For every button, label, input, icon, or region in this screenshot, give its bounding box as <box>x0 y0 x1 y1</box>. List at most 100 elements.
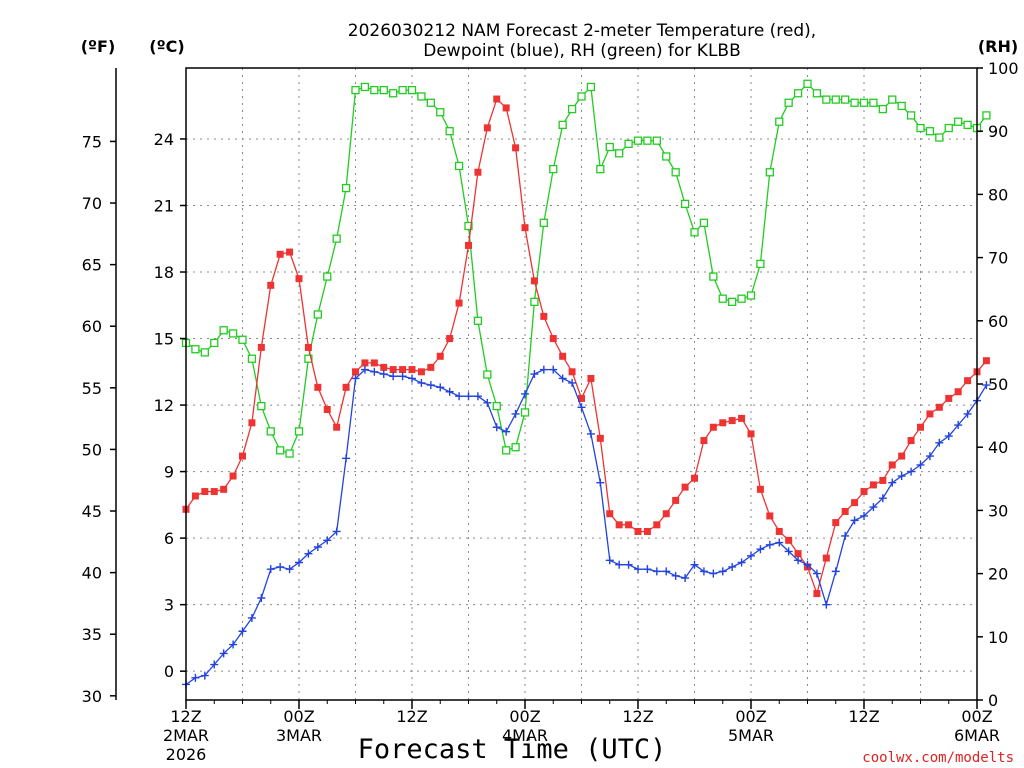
x-tick-date-label: 6MAR <box>954 726 1000 745</box>
rh-point <box>210 338 219 348</box>
dewpoint-point <box>850 516 859 525</box>
temperature-point <box>822 554 830 562</box>
rh-point <box>888 95 897 104</box>
rh-point <box>436 108 445 117</box>
fahrenheit-tick-label: 40 <box>82 564 102 583</box>
x-tick-label: 12Z <box>848 707 879 726</box>
dewpoint-point <box>502 427 511 436</box>
dewpoint-point <box>436 383 445 392</box>
temperature-point <box>399 366 407 374</box>
rh-point <box>859 98 869 107</box>
x-tick-year-label: 2026 <box>166 745 207 764</box>
temperature-point <box>681 483 689 491</box>
temperature-point <box>634 527 642 535</box>
rh-point <box>935 133 944 142</box>
celsius-tick-label: 3 <box>164 596 174 615</box>
temperature-point <box>417 368 425 376</box>
celsius-tick-label: 15 <box>154 330 174 349</box>
rh-point <box>916 123 925 133</box>
temperature-point <box>738 414 746 422</box>
temperature-point <box>709 423 717 431</box>
dewpoint-point <box>464 392 473 401</box>
dewpoint-point <box>257 593 266 602</box>
x-tick-label: 00Z <box>509 707 540 726</box>
dewpoint-point <box>191 673 200 682</box>
rh-point <box>577 92 586 101</box>
rh-point <box>511 443 520 452</box>
dewpoint-point <box>718 567 727 576</box>
fahrenheit-tick-label: 45 <box>82 502 102 521</box>
dewpoint-point <box>342 454 351 463</box>
rh-point <box>454 161 464 171</box>
temperature-point <box>615 521 623 529</box>
rh-point <box>906 111 916 120</box>
dewpoint-point <box>445 387 454 396</box>
rh-point <box>718 294 727 303</box>
rh-point <box>539 218 548 227</box>
fahrenheit-tick-label: 50 <box>82 440 102 459</box>
rh-point <box>615 149 624 158</box>
fahrenheit-tick-label: 70 <box>82 194 102 213</box>
temperature-point <box>361 359 369 367</box>
dewpoint-point <box>860 511 868 520</box>
celsius-tick-label: 9 <box>164 463 174 482</box>
dewpoint-point <box>803 560 812 569</box>
temperature-point <box>662 510 670 518</box>
rh-point <box>775 117 784 126</box>
temperature-point <box>220 485 228 493</box>
temperature-point <box>700 437 708 445</box>
x-tick-date-label: 2MAR <box>163 726 209 745</box>
temperature-point <box>352 368 359 376</box>
temperature-point <box>756 485 764 493</box>
dewpoint-point <box>473 392 482 401</box>
rh-point <box>803 79 812 88</box>
dewpoint-point <box>775 538 784 547</box>
dewpoint-point <box>605 556 614 565</box>
rh-point <box>728 297 737 306</box>
dewpoint-point <box>389 372 398 381</box>
celsius-tick-label: 6 <box>164 529 174 548</box>
dewpoint-point <box>888 478 897 487</box>
rh-point <box>341 183 351 193</box>
rh-tick-label: 20 <box>988 565 1008 584</box>
rh-point <box>200 348 209 357</box>
temperature-point <box>625 521 633 529</box>
dewpoint-point <box>982 381 991 390</box>
series-rh <box>181 79 991 458</box>
rh-point <box>285 449 294 458</box>
temperature-point <box>728 417 736 425</box>
temperature-point <box>380 363 388 371</box>
dewpoint-point <box>690 560 699 569</box>
fahrenheit-tick-label: 55 <box>82 379 102 398</box>
temperature-point <box>653 521 661 529</box>
dewpoint-point <box>304 549 313 558</box>
temperature-point <box>775 527 783 535</box>
temperature-point <box>869 481 877 489</box>
temperature-point <box>530 277 538 285</box>
temperature-point <box>267 281 275 289</box>
dewpoint-point <box>549 365 558 374</box>
temperature-point <box>304 343 312 351</box>
rh-tick-label: 60 <box>988 312 1008 331</box>
dewpoint-point <box>634 565 642 574</box>
rh-axis-unit: (RH) <box>978 37 1018 56</box>
rh-point <box>709 272 718 281</box>
temperature-point <box>229 472 237 480</box>
rh-point <box>407 85 417 95</box>
dewpoint-point <box>812 569 821 578</box>
temperature-point <box>587 374 595 382</box>
dewpoint-point <box>568 378 577 387</box>
dewpoint-point <box>643 565 652 574</box>
temperature-point <box>982 357 990 365</box>
rh-point <box>878 104 887 114</box>
rh-tick-label: 30 <box>988 501 1008 520</box>
dewpoint-point <box>295 558 303 567</box>
temperature-point <box>964 377 972 385</box>
dewpoint-point <box>577 403 586 412</box>
dewpoint-point <box>408 374 416 383</box>
dewpoint-point <box>624 560 633 569</box>
rh-point <box>671 168 680 177</box>
rh-point <box>841 95 850 104</box>
temperature-point <box>841 508 849 516</box>
temperature-point <box>643 527 651 535</box>
